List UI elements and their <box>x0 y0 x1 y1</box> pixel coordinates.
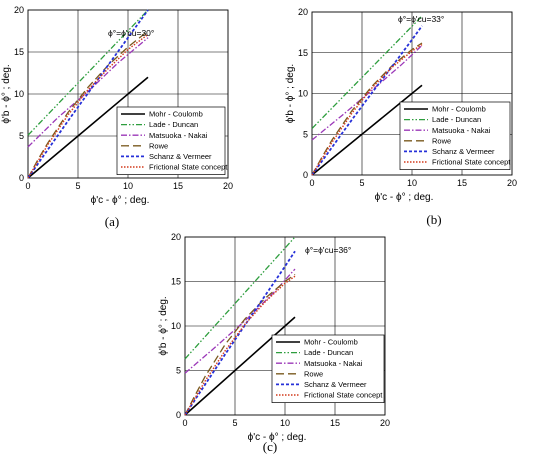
y-tick-label: 20 <box>298 7 308 17</box>
y-tick-label: 5 <box>303 129 308 139</box>
series-line-lade-duncan <box>311 15 423 129</box>
legend-entry: Lade - Duncan <box>304 348 353 357</box>
series-line-matsuoka-nakai <box>311 44 423 141</box>
series-line-schanz-vermeer <box>311 25 423 176</box>
y-tick-label: 15 <box>171 277 181 287</box>
legend-entry: Mohr - Coulomb <box>149 110 203 119</box>
y-tick-label: 10 <box>298 89 308 99</box>
legend-entry: Schanz & Vermeer <box>432 147 495 156</box>
angle-annotation: ϕ°=ϕ'cu=33° <box>398 14 444 24</box>
y-tick-label: 20 <box>14 5 24 15</box>
y-axis-label: ϕ'b - ϕ° ; deg. <box>285 64 296 123</box>
chart-panel-a: 0 5 10 15 20 0 5 10 15 20 ϕ'c - ϕ° ; deg. ϕ'b - ϕ° … <box>1 5 233 229</box>
series-line-schanz-vermeer <box>184 250 296 416</box>
y-tick-label: 0 <box>19 173 24 183</box>
y-tick-label: 5 <box>176 366 181 376</box>
legend-entry: Matsuoka - Nakai <box>149 131 208 140</box>
legend-entry: Rowe <box>432 136 451 145</box>
plot-frame <box>311 11 513 176</box>
x-tick-label: 15 <box>457 178 467 188</box>
x-tick-label: 0 <box>309 178 314 188</box>
series-line-frictional-state <box>311 44 423 176</box>
x-tick-label: 15 <box>330 418 340 428</box>
y-tick-label: 10 <box>171 321 181 331</box>
x-tick-label: 15 <box>173 181 183 191</box>
chart-panel-b: 0 5 10 15 20 0 5 10 15 20 ϕ'c - ϕ° ; deg. ϕ'b - ϕ° … <box>285 7 517 227</box>
y-tick-label: 5 <box>19 131 24 141</box>
legend-box <box>116 106 226 175</box>
legend-entry: Frictional State concept <box>149 163 228 172</box>
y-axis-label: ϕ'b - ϕ° ; deg. <box>158 296 169 355</box>
series-line-mohr-coulomb <box>184 316 296 416</box>
x-tick-label: 20 <box>507 178 517 188</box>
series-line-mohr-coulomb <box>311 84 423 176</box>
panel-label: (b) <box>426 212 441 227</box>
y-tick-label: 20 <box>171 232 181 242</box>
x-axis-label: ϕ'c - ϕ° ; deg. <box>91 195 150 206</box>
legend-box <box>271 334 385 403</box>
legend-entry: Rowe <box>149 141 168 150</box>
series-line-frictional-state <box>27 33 149 179</box>
series-line-rowe <box>27 30 149 179</box>
x-tick-label: 5 <box>359 178 364 188</box>
x-tick-label: 0 <box>25 181 30 191</box>
x-tick-label: 5 <box>232 418 237 428</box>
x-tick-label: 20 <box>223 181 233 191</box>
plot-frame <box>27 9 229 179</box>
y-tick-label: 15 <box>14 47 24 57</box>
series-line-rowe <box>311 42 423 176</box>
panel-label: (c) <box>263 439 277 454</box>
x-tick-label: 5 <box>75 181 80 191</box>
angle-annotation: ϕ°=ϕ'cu=30° <box>108 28 154 38</box>
chart-panel-c: 0 5 10 15 20 0 5 10 15 20 ϕ'c - ϕ° ; deg. ϕ'b - ϕ° … <box>158 232 390 454</box>
y-tick-label: 15 <box>298 48 308 58</box>
panel-label: (a) <box>105 214 119 229</box>
series-line-matsuoka-nakai <box>184 268 296 374</box>
plot-frame <box>184 236 386 416</box>
series-line-rowe <box>184 273 296 416</box>
series-line-mohr-coulomb <box>27 76 149 179</box>
legend-entry: Frictional State concept <box>304 391 383 400</box>
y-tick-label: 0 <box>303 170 308 180</box>
legend-entry: Matsuoka - Nakai <box>304 359 363 368</box>
legend-box <box>399 101 511 170</box>
legend-entry: Matsuoka - Nakai <box>432 126 491 135</box>
legend-entry: Mohr - Coulomb <box>432 105 486 114</box>
series-line-schanz-vermeer <box>27 9 149 179</box>
series-line-lade-duncan <box>184 236 296 360</box>
x-tick-label: 0 <box>182 418 187 428</box>
x-tick-label: 20 <box>380 418 390 428</box>
legend-entry: Rowe <box>304 369 323 378</box>
series-line-matsuoka-nakai <box>27 37 149 148</box>
x-axis-label: ϕ'c - ϕ° ; deg. <box>248 432 307 443</box>
y-tick-label: 10 <box>14 89 24 99</box>
legend-entry: Frictional State concept <box>432 158 511 167</box>
legend-entry: Schanz & Vermeer <box>149 152 212 161</box>
x-tick-label: 10 <box>407 178 417 188</box>
legend-entry: Lade - Duncan <box>149 120 198 129</box>
legend-entry: Mohr - Coulomb <box>304 338 358 347</box>
series-line-lade-duncan <box>27 9 149 136</box>
angle-annotation: ϕ°=ϕ'cu=36° <box>305 245 351 255</box>
x-tick-label: 10 <box>280 418 290 428</box>
legend-entry: Schanz & Vermeer <box>304 380 367 389</box>
x-axis-label: ϕ'c - ϕ° ; deg. <box>375 192 434 203</box>
legend-entry: Lade - Duncan <box>432 115 481 124</box>
x-tick-label: 10 <box>123 181 133 191</box>
y-axis-label: ϕ'b - ϕ° ; deg. <box>1 64 12 123</box>
y-tick-label: 0 <box>176 410 181 420</box>
